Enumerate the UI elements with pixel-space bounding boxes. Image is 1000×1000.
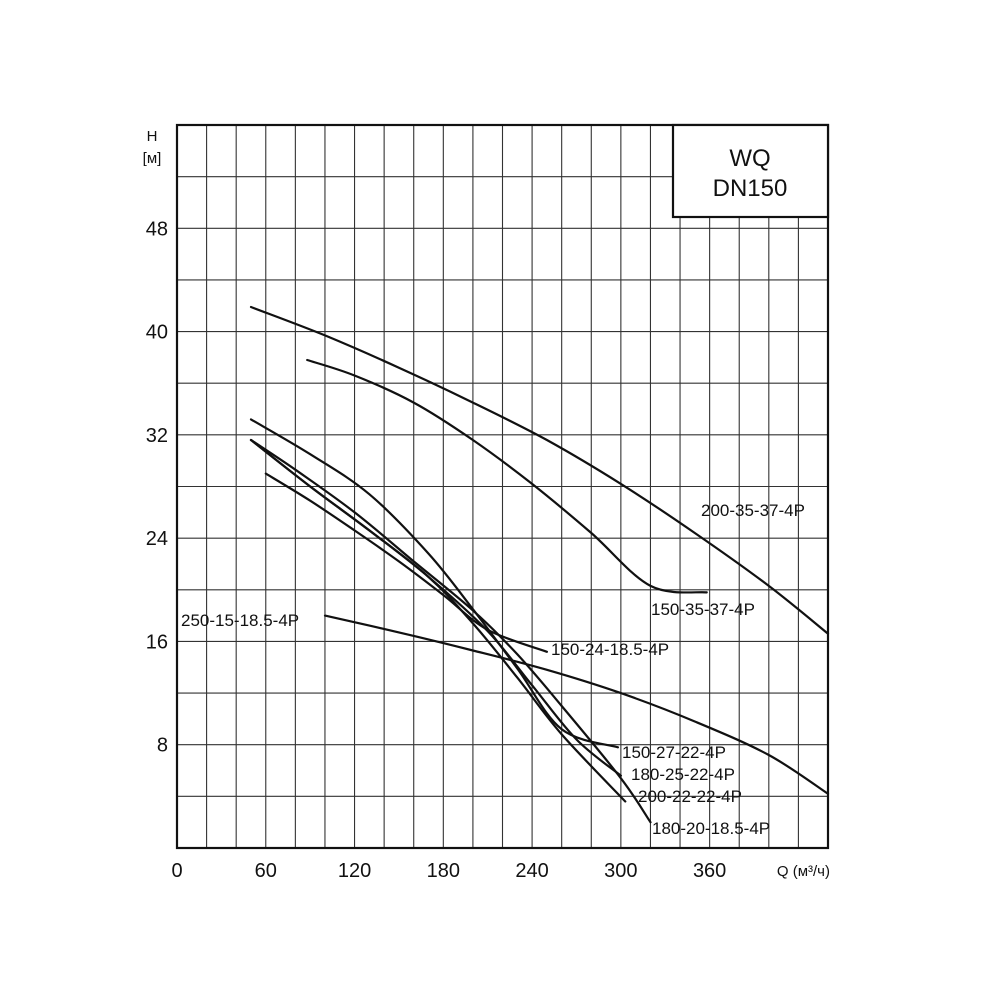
plot-frame <box>175 123 830 850</box>
axis-ticks: 0 60 120 180 240 300 360 8 16 24 32 40 48 <box>146 218 727 882</box>
x-tick-label: 120 <box>338 860 371 882</box>
legend-title-line-1: WQ <box>729 145 770 172</box>
legend-frame <box>671 123 830 219</box>
curve-label-180-20-18-5-4p: 180-20-18.5-4P <box>652 819 770 838</box>
curve-label-150-27-22-4p: 150-27-22-4P <box>622 743 726 762</box>
legend-title-line-2: DN150 <box>713 175 788 202</box>
curve-150-24-18-5-4p <box>264 472 548 653</box>
legend-box: WQ DN150 <box>671 123 830 219</box>
curve-180-20-18-5-4p <box>249 438 652 824</box>
y-tick-label: 24 <box>146 528 168 550</box>
curves <box>249 305 830 824</box>
y-tick-label: 40 <box>146 322 168 344</box>
curve-label-200-22-22-4p: 200-22-22-4P <box>638 787 742 806</box>
x-tick-label: 300 <box>604 860 637 882</box>
curve-200-35-37-4p <box>249 305 830 635</box>
curve-label-150-24-18-5-4p: 150-24-18.5-4P <box>551 640 669 659</box>
curve-label-200-35-37-4p: 200-35-37-4P <box>701 501 805 520</box>
grid <box>177 125 828 848</box>
curve-200-22-22-4p <box>249 438 627 803</box>
curve-label-250-15-18-5-4p: 250-15-18.5-4P <box>181 611 299 630</box>
curve-150-35-37-4p <box>306 358 708 594</box>
y-axis-title-line-1: H <box>147 128 158 145</box>
curve-label-180-25-22-4p: 180-25-22-4P <box>631 765 735 784</box>
x-axis-title: Q (м³/ч) <box>777 863 830 880</box>
x-tick-label: 0 <box>171 860 182 882</box>
x-tick-label: 180 <box>427 860 460 882</box>
x-tick-label: 240 <box>515 860 548 882</box>
curve-250-15-18-5-4p <box>323 614 830 795</box>
curve-label-150-35-37-4p: 150-35-37-4P <box>651 600 755 619</box>
y-axis-title-line-2: [м] <box>143 150 162 167</box>
y-tick-label: 16 <box>146 631 168 653</box>
y-tick-label: 32 <box>146 425 168 447</box>
curve-labels: 200-35-37-4P 150-35-37-4P 150-24-18.5-4P 15… <box>181 501 805 838</box>
curve-150-27-22-4p <box>249 418 619 749</box>
x-tick-label: 360 <box>693 860 726 882</box>
y-tick-label: 8 <box>157 735 168 757</box>
y-tick-label: 48 <box>146 218 168 240</box>
curve-180-25-22-4p <box>249 438 622 777</box>
x-tick-label: 60 <box>255 860 277 882</box>
